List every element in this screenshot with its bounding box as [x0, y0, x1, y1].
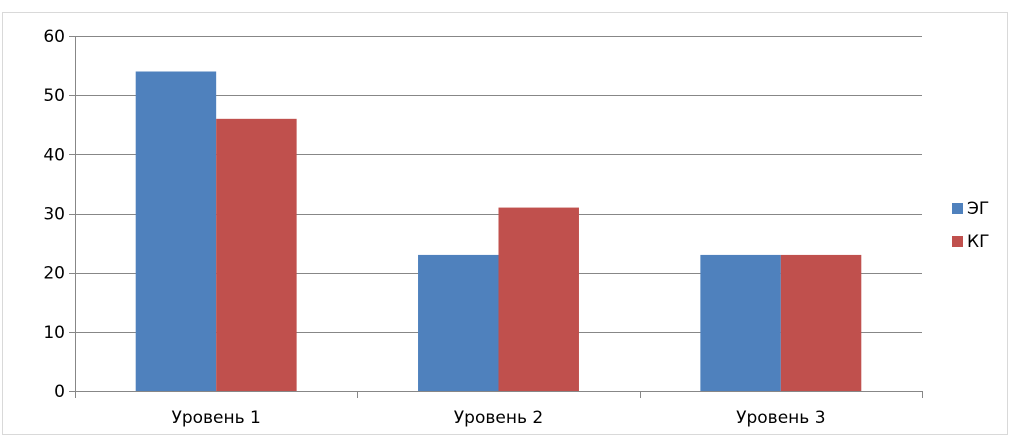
- y-tick-label: 40: [43, 145, 65, 165]
- legend: ЭГ КГ: [952, 199, 989, 252]
- legend-swatch: [952, 203, 963, 214]
- y-tick-label: 20: [43, 264, 65, 284]
- bar-eg-2: [418, 254, 499, 391]
- y-tick-label: 10: [43, 323, 65, 343]
- x-tick-label: Уровень 3: [736, 408, 825, 428]
- legend-label: ЭГ: [967, 199, 989, 219]
- bar-kg-2: [498, 207, 579, 391]
- y-tick-label: 30: [43, 205, 65, 225]
- axes: [69, 36, 923, 398]
- x-tick-labels: Уровень 1 Уровень 2 Уровень 3: [171, 408, 825, 428]
- bar-kg-3: [780, 254, 862, 391]
- bars: [135, 71, 862, 391]
- x-tick-label: Уровень 1: [171, 408, 260, 428]
- legend-swatch: [952, 236, 963, 247]
- y-tick-label: 0: [54, 382, 65, 402]
- bar-eg-3: [700, 254, 781, 391]
- bar-eg-1: [135, 71, 217, 391]
- y-tick-label: 60: [43, 27, 65, 47]
- bar-kg-1: [216, 118, 297, 391]
- x-tick-label: Уровень 2: [454, 408, 543, 428]
- y-tick-labels: 0 10 20 30 40 50 60: [43, 27, 65, 402]
- legend-label: КГ: [967, 232, 989, 252]
- y-tick-label: 50: [43, 86, 65, 106]
